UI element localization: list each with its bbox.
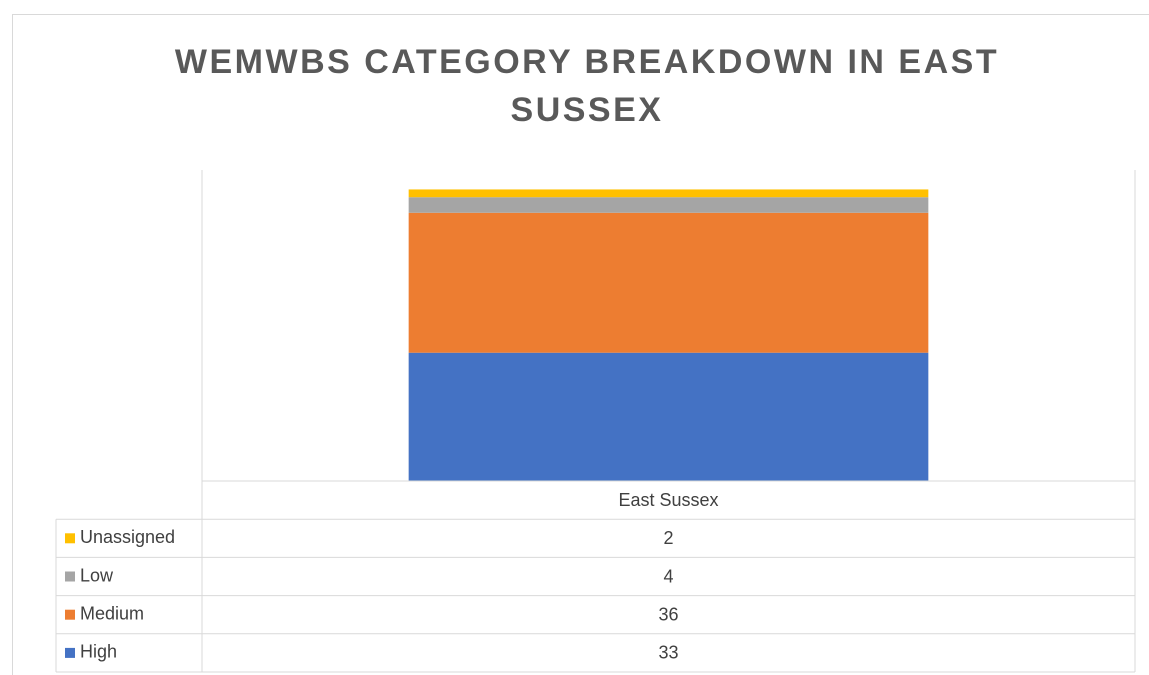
table-value: 2 <box>663 528 673 548</box>
chart-title: WEMWBS CATEGORY BREAKDOWN IN EAST SUSSEX <box>174 43 1000 129</box>
bar-segment <box>408 197 929 213</box>
chart-border <box>12 14 1149 675</box>
bar-segment <box>408 212 929 353</box>
legend-label: Medium <box>80 603 144 623</box>
legend-swatch <box>65 647 75 658</box>
legend-swatch <box>65 533 75 544</box>
bar-segment <box>408 352 929 481</box>
bar-segment <box>408 189 929 198</box>
table-header: East Sussex <box>618 490 718 510</box>
table-value: 36 <box>658 604 678 624</box>
legend-swatch <box>65 609 75 620</box>
legend-label: High <box>80 642 117 662</box>
legend-label: Low <box>80 565 114 585</box>
legend-label: Unassigned <box>80 527 175 547</box>
table-value: 33 <box>658 643 678 663</box>
table-value: 4 <box>663 566 673 586</box>
legend-swatch <box>65 571 75 582</box>
